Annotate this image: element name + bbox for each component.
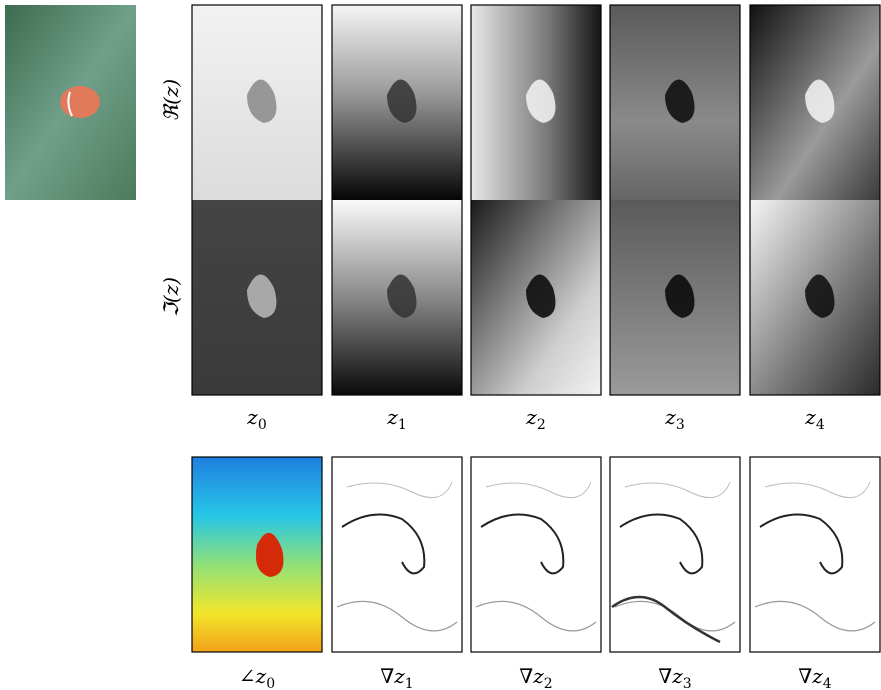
column-label: z1	[386, 405, 406, 433]
subscript: 2	[537, 417, 546, 433]
subscript: 4	[823, 676, 832, 690]
column-label: ∇z3	[658, 664, 691, 690]
column-label: z3	[664, 405, 684, 433]
operator: ∇	[798, 664, 812, 688]
symbol: z	[386, 405, 398, 429]
row-label: ℜ(z)	[159, 79, 183, 121]
symbol: z	[525, 405, 537, 429]
operator: ∠	[239, 664, 256, 688]
column-label: z0	[246, 405, 266, 433]
subscript: 3	[676, 417, 685, 433]
column-label: z2	[525, 405, 545, 433]
row-label: ℑ(z)	[159, 277, 183, 317]
subscript: 4	[816, 417, 825, 433]
symbol: z	[255, 664, 267, 688]
figure: ℜ(z)ℑ(z)z0∠z0z1∇z1z2∇z2z3∇z3z4∇z4	[0, 0, 881, 690]
column-label: ∇z1	[380, 664, 413, 690]
subscript: 2	[544, 676, 553, 690]
column-label: ∠z0	[239, 664, 275, 690]
subscript: 1	[405, 676, 414, 690]
source-photo	[5, 5, 136, 200]
column-label: z4	[804, 405, 825, 433]
subscript: 3	[683, 676, 692, 690]
column-label: ∇z2	[519, 664, 552, 690]
subscript: 1	[398, 417, 407, 433]
subscript: 0	[258, 417, 267, 433]
operator: ∇	[519, 664, 533, 688]
symbol: z	[811, 664, 823, 688]
column-label: ∇z4	[798, 664, 832, 690]
symbol: z	[664, 405, 676, 429]
subscript: 0	[266, 676, 275, 690]
symbol: z	[671, 664, 683, 688]
panels	[192, 5, 880, 652]
symbol: z	[532, 664, 544, 688]
symbol: z	[246, 405, 258, 429]
symbol: z	[393, 664, 405, 688]
symbol: z	[804, 405, 816, 429]
operator: ∇	[380, 664, 394, 688]
operator: ∇	[658, 664, 672, 688]
